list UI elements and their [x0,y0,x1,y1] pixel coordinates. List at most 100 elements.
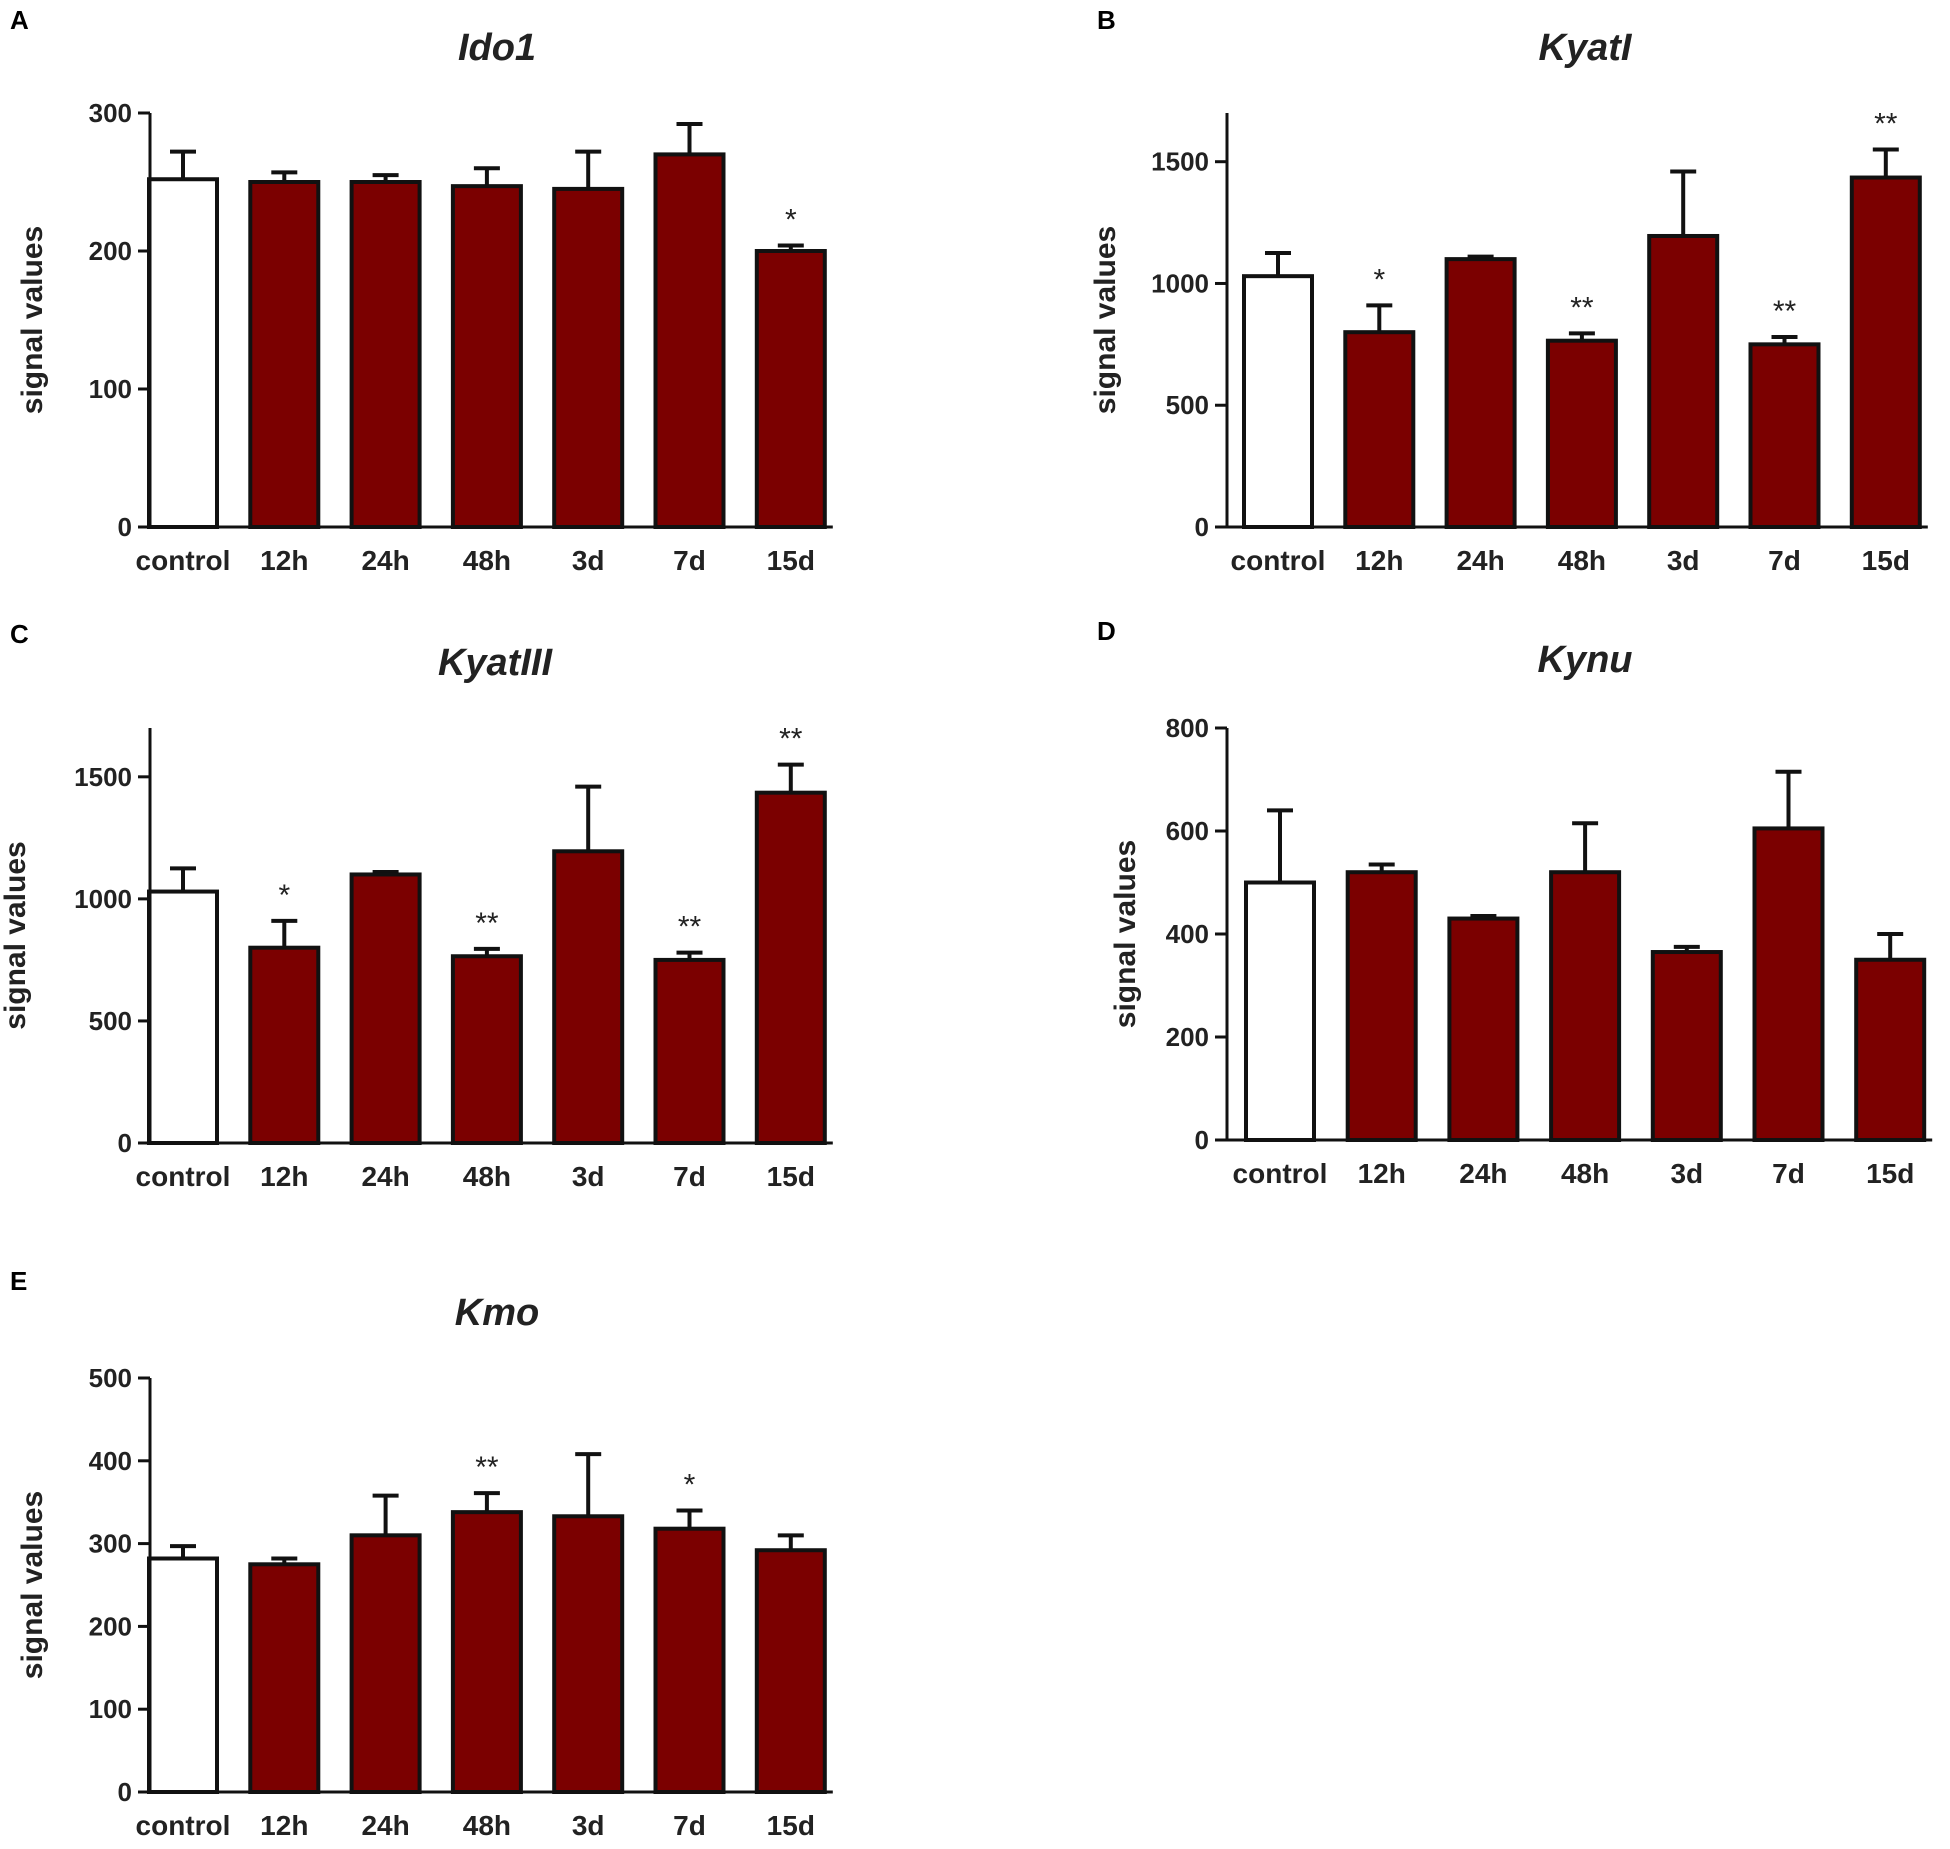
category-label-d-3: 48h [1561,1158,1609,1189]
chart-title-c: KyatIII [438,642,553,684]
y-tick-label-d-4: 800 [1166,713,1209,743]
y-tick-label-a-0: 0 [118,512,132,542]
category-label-d-0: control [1233,1158,1328,1189]
panel-letter-b: B [1097,5,1116,35]
y-tick-label-e-3: 300 [89,1529,132,1559]
significance-mark-c-1: * [278,879,290,912]
category-label-e-6: 15d [767,1810,815,1841]
category-label-e-1: 12h [260,1810,308,1841]
y-tick-label-c-0: 0 [118,1128,132,1158]
y-tick-label-b-1: 500 [1166,390,1209,420]
bar-a-6 [754,249,827,529]
category-label-a-4: 3d [572,545,605,576]
category-label-c-3: 48h [463,1161,511,1192]
category-label-d-4: 3d [1670,1158,1703,1189]
y-tick-label-d-0: 0 [1195,1125,1209,1155]
y-axis-label-c: signal values [0,841,32,1029]
chart-title-d: Kynu [1538,639,1633,681]
category-label-d-1: 12h [1358,1158,1406,1189]
bar-d-6 [1854,957,1927,1142]
y-tick-label-c-3: 1500 [74,762,132,792]
significance-mark-e-5: * [684,1468,696,1501]
y-tick-label-e-1: 100 [89,1694,132,1724]
category-label-a-0: control [136,545,231,576]
bar-d-0 [1244,880,1316,1142]
bar-b-4 [1647,233,1720,529]
y-tick-label-c-1: 500 [89,1006,132,1036]
bar-d-2 [1447,916,1520,1142]
significance-mark-e-3: ** [475,1451,499,1484]
y-axis-label-a: signal values [16,226,49,414]
category-label-d-5: 7d [1772,1158,1805,1189]
y-tick-label-e-0: 0 [118,1777,132,1807]
bar-a-2 [349,180,422,529]
bar-e-1 [248,1562,321,1795]
y-tick-label-b-2: 1000 [1151,268,1209,298]
bar-e-6 [754,1548,827,1794]
bar-a-4 [552,186,625,529]
chart-title-b: KyatI [1539,27,1633,69]
category-label-b-5: 7d [1768,545,1801,576]
significance-mark-c-6: ** [779,723,803,756]
bar-c-1 [248,945,321,1145]
category-label-e-2: 24h [361,1810,409,1841]
panel-letter-a: A [10,5,29,35]
category-label-e-4: 3d [572,1810,605,1841]
bar-c-5 [653,957,726,1145]
category-label-b-1: 12h [1355,545,1403,576]
bar-c-3 [450,954,523,1145]
bar-c-0 [147,889,219,1146]
y-axis-label-b: signal values [1089,226,1122,414]
bar-b-2 [1444,257,1517,529]
y-tick-label-e-2: 200 [89,1611,132,1641]
bar-d-3 [1549,870,1622,1142]
category-label-b-3: 48h [1558,545,1606,576]
y-axis-label-e: signal values [16,1491,49,1679]
y-axis-label-d: signal values [1109,840,1142,1028]
category-label-d-6: 15d [1866,1158,1914,1189]
bar-e-3 [450,1510,523,1794]
bar-c-6 [754,790,827,1145]
bar-c-2 [349,872,422,1145]
bar-c-4 [552,849,625,1145]
significance-mark-b-3: ** [1570,291,1594,324]
bar-d-4 [1650,950,1723,1143]
significance-mark-c-5: ** [678,911,702,944]
significance-mark-b-6: ** [1874,108,1898,141]
bar-b-5 [1748,342,1821,529]
y-tick-label-d-1: 200 [1166,1022,1209,1052]
y-tick-label-e-4: 400 [89,1446,132,1476]
category-label-b-6: 15d [1862,545,1910,576]
category-label-a-2: 24h [361,545,409,576]
panel-letter-d: D [1097,616,1116,646]
category-label-b-4: 3d [1667,545,1700,576]
chart-title-e: Kmo [455,1292,539,1334]
significance-mark-a-6: * [785,203,797,236]
bar-a-5 [653,152,726,529]
y-tick-label-e-5: 500 [89,1363,132,1393]
bar-e-2 [349,1533,422,1794]
y-tick-label-a-3: 300 [89,98,132,128]
chart-title-a: Ido1 [458,27,536,69]
y-tick-label-b-3: 1500 [1151,147,1209,177]
category-label-e-5: 7d [673,1810,706,1841]
bar-e-4 [552,1514,625,1794]
panel-letter-e: E [10,1266,27,1296]
category-label-c-4: 3d [572,1161,605,1192]
bar-d-5 [1752,826,1825,1142]
bar-a-0 [147,177,219,530]
category-label-c-1: 12h [260,1161,308,1192]
category-label-d-2: 24h [1459,1158,1507,1189]
category-label-c-5: 7d [673,1161,706,1192]
category-label-c-2: 24h [361,1161,409,1192]
category-label-a-1: 12h [260,545,308,576]
significance-mark-b-1: * [1373,263,1385,296]
category-label-b-0: control [1231,545,1326,576]
y-tick-label-b-0: 0 [1195,512,1209,542]
category-label-b-2: 24h [1456,545,1504,576]
bar-b-3 [1545,338,1618,530]
category-label-e-3: 48h [463,1810,511,1841]
y-tick-label-c-2: 1000 [74,884,132,914]
significance-mark-b-5: ** [1773,295,1797,328]
